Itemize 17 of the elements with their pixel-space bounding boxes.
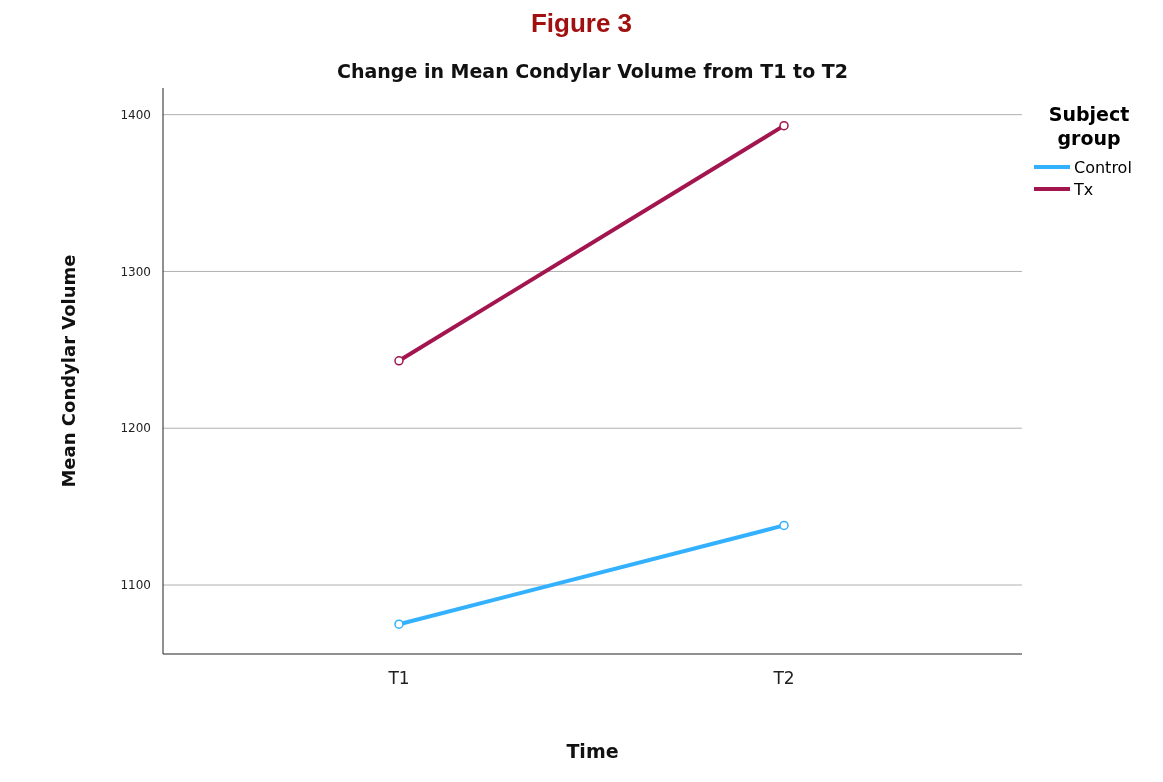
point xyxy=(394,356,404,366)
x-tick-label: T1 xyxy=(387,668,410,689)
y-tick-label: 1300 xyxy=(120,264,151,279)
y-tick-label: 1200 xyxy=(120,421,151,436)
x-axis-title: Time xyxy=(565,740,620,762)
point xyxy=(779,120,789,131)
y-tick-label: 1100 xyxy=(120,578,151,593)
caption: Figure 3 xyxy=(529,8,634,39)
y-tick-label: 1400 xyxy=(120,107,151,122)
chart-title: Change in Mean Condylar Volume from T1 to T2 xyxy=(335,60,849,82)
point xyxy=(394,619,404,629)
legend-title: Subject group xyxy=(1047,102,1131,150)
x-tick-label: T2 xyxy=(772,668,795,689)
y-axis-title: Mean Condylar Volume xyxy=(57,254,79,488)
legend-label: Tx xyxy=(1074,179,1094,199)
legend-label: Control xyxy=(1074,157,1132,177)
point xyxy=(779,520,789,531)
